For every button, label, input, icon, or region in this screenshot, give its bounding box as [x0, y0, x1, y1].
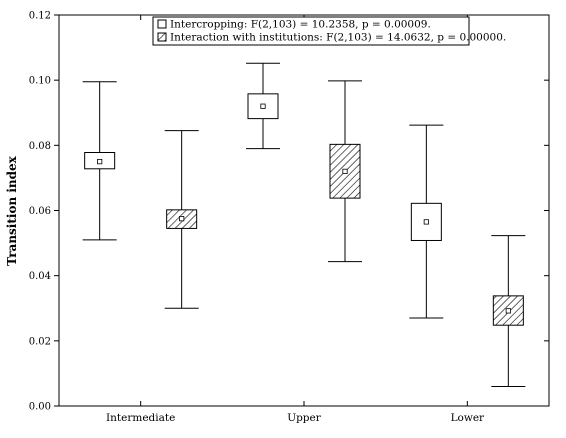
legend: Intercropping: F(2,103) = 10.2358, p = 0…	[152, 16, 506, 46]
legend-label: Interaction with institutions: F(2,103) …	[170, 32, 506, 44]
mean-marker	[423, 219, 429, 225]
box-plain-upper	[246, 62, 280, 150]
plot-area	[58, 14, 550, 407]
box-plain-lower	[409, 124, 444, 319]
x-category-label: Lower	[451, 412, 485, 424]
mean-marker	[505, 308, 511, 314]
box-hatched-upper	[328, 80, 362, 263]
x-axis: Intermediate Upper Lower	[106, 15, 485, 424]
y-axis-title: Transition index	[5, 155, 19, 266]
box-hatched-lower	[491, 235, 526, 387]
y-tick-label: 0.10	[29, 76, 51, 87]
box-series	[82, 62, 526, 387]
y-tick-label: 0.00	[29, 402, 51, 413]
x-category-label: Upper	[287, 412, 322, 424]
box-rect	[247, 93, 279, 120]
mean-marker	[260, 103, 266, 109]
mean-marker	[179, 216, 185, 222]
mean-marker	[97, 159, 103, 165]
y-axis: 0.00 0.02 0.04 0.06 0.08 0.10 0.12	[29, 11, 549, 413]
y-tick-label: 0.08	[29, 141, 51, 152]
box-hatched-intermediate	[164, 130, 199, 309]
y-tick-label: 0.12	[29, 11, 51, 22]
y-tick-label: 0.04	[29, 271, 51, 282]
y-tick-label: 0.06	[29, 206, 51, 217]
y-tick-label: 0.02	[29, 336, 51, 347]
box-plain-intermediate	[82, 81, 117, 241]
legend-swatch	[157, 19, 167, 29]
mean-marker	[342, 168, 348, 174]
legend-label: Intercropping: F(2,103) = 10.2358, p = 0…	[170, 19, 431, 31]
x-category-label: Intermediate	[106, 412, 175, 424]
legend-swatch	[157, 32, 167, 42]
legend-box	[152, 16, 470, 46]
